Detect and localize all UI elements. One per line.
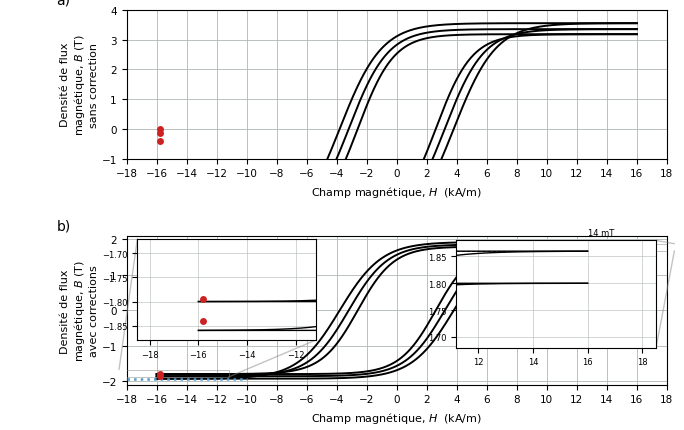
Y-axis label: Densité de flux
magnétique, $B$ (T)
avec corrections: Densité de flux magnétique, $B$ (T) avec… [60, 260, 98, 362]
Bar [565, 244, 674, 251]
X-axis label: Champ magnétique, $H$  (kA/m): Champ magnétique, $H$ (kA/m) [311, 184, 482, 200]
Text: b): b) [56, 219, 70, 233]
Text: a): a) [56, 0, 70, 8]
X-axis label: Champ magnétique, $H$  (kA/m): Champ magnétique, $H$ (kA/m) [311, 410, 482, 425]
Bar [119, 370, 228, 377]
Y-axis label: Densité de flux
magnétique, $B$ (T)
sans correction: Densité de flux magnétique, $B$ (T) sans… [60, 34, 98, 136]
